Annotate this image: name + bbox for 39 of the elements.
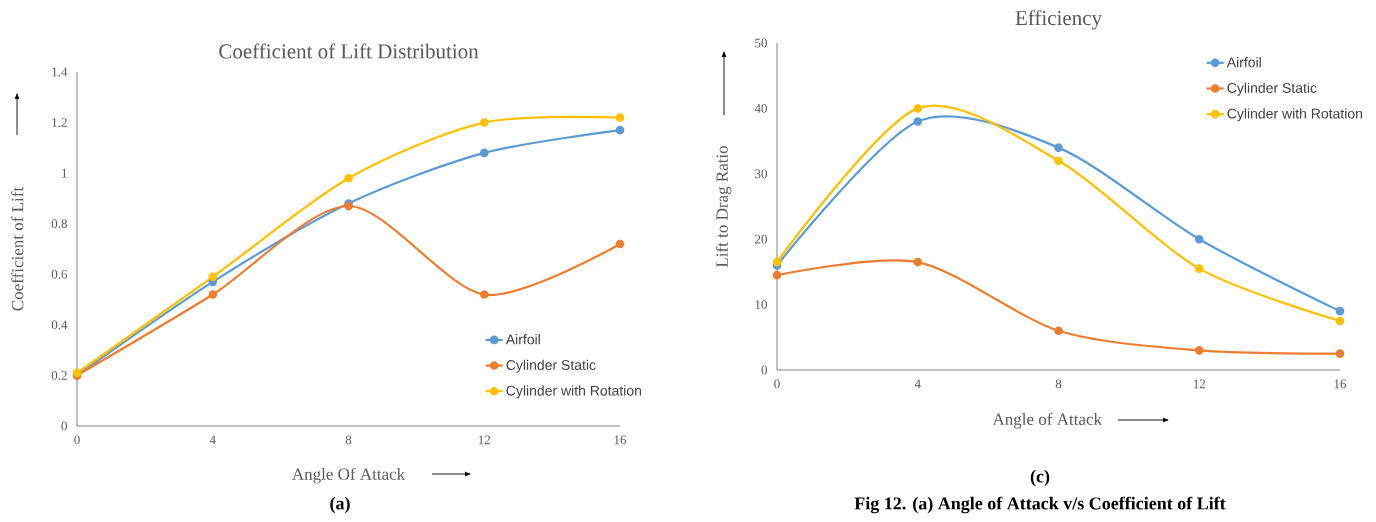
x-axis-title: Angle Of Attack xyxy=(292,467,406,484)
y-tick-label: 30 xyxy=(755,169,767,179)
x-tick-label: 12 xyxy=(1193,379,1206,389)
y-tick-label: 1 xyxy=(62,168,67,178)
y-tick-label: 0 xyxy=(61,421,67,431)
y-tick-label: 50 xyxy=(755,38,767,48)
chart-title: Efficiency xyxy=(1015,10,1102,30)
x-axis-title: Angle of Attack xyxy=(992,412,1103,429)
x-tick-label: 8 xyxy=(345,435,352,445)
x-tick-label: 16 xyxy=(1334,379,1347,389)
text: (a) xyxy=(330,496,350,514)
y-tick-label: 0.2 xyxy=(51,371,67,380)
x-tick-label: 4 xyxy=(914,379,921,389)
y-tick-label: 0.4 xyxy=(51,320,68,330)
legend-label: Airfoil xyxy=(505,334,540,345)
x-tick-label: 0 xyxy=(774,379,780,389)
y-axis-title: Coefficient of Lift xyxy=(11,186,24,311)
x-tick-label: 0 xyxy=(74,435,80,445)
y-tick-label: 0.8 xyxy=(51,219,67,229)
y-tick-label: 0 xyxy=(761,365,767,375)
y-tick-label: 10 xyxy=(755,300,767,309)
legend-label: Cylinder Static xyxy=(1227,82,1317,96)
legend-label: Cylinder with Rotation xyxy=(1227,108,1363,122)
x-tick-label: 8 xyxy=(1055,379,1062,389)
legend-label: Airfoil xyxy=(1226,57,1261,68)
legend-label: Cylinder with Rotation xyxy=(506,385,642,399)
y-tick-label: 1.2 xyxy=(52,118,67,127)
x-tick-label: 4 xyxy=(209,435,216,445)
y-axis-title: Lift to Drag Ratio xyxy=(715,145,732,268)
x-tick-label: 12 xyxy=(478,435,491,445)
y-tick-label: 0.6 xyxy=(51,269,68,279)
text: Fig 12. (a) Angle of Attack v/s Coefficient of Lift xyxy=(854,496,1226,514)
y-tick-label: 20 xyxy=(755,234,767,244)
y-tick-label: 40 xyxy=(754,104,767,113)
x-tick-label: 16 xyxy=(614,435,627,445)
legend-label: Cylinder Static xyxy=(506,359,596,373)
chart-title: Coefficient of Lift Distribution xyxy=(219,43,479,59)
y-tick-label: 1.4 xyxy=(52,67,68,77)
text: (c) xyxy=(1030,469,1050,487)
